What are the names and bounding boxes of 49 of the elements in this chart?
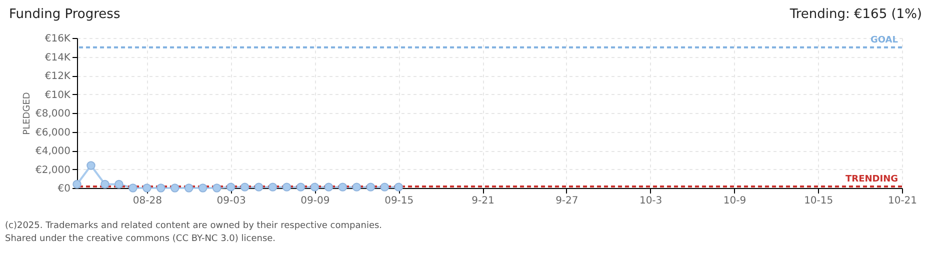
x-tick-label: 10-21 [888, 196, 918, 206]
point [338, 182, 348, 192]
y-tick-label: €6,000 [36, 127, 70, 138]
point [310, 182, 320, 192]
point [380, 182, 389, 192]
x-tick-label: 10-3 [639, 196, 662, 206]
x-tick-label: 9-21 [472, 196, 494, 206]
y-tick-label: €0 [58, 184, 70, 194]
y-tick-label: €16K [44, 34, 71, 44]
point [268, 182, 278, 192]
text: Trending: €165 (1%) [788, 7, 922, 22]
point [394, 182, 403, 192]
point [128, 184, 138, 192]
text: Shared under the creative commons (CC BY-NC 3.0) license. [5, 234, 276, 244]
x-tick-label: 10-15 [804, 196, 834, 206]
y-tick-label: €2,000 [36, 164, 70, 176]
point [324, 182, 334, 192]
ref-line-label: GOAL [870, 35, 898, 46]
point [100, 180, 110, 189]
y-tick-label: €4,000 [36, 146, 70, 157]
point [254, 182, 264, 192]
point [170, 184, 180, 192]
ref-line-label: TRENDING [846, 174, 898, 184]
point [86, 161, 96, 170]
point [282, 182, 292, 192]
point [240, 182, 250, 192]
point [366, 182, 376, 192]
point [226, 182, 236, 192]
x-tick-label: 08-28 [132, 196, 162, 206]
point [142, 184, 152, 192]
point [212, 184, 222, 192]
x-tick-label: 10-9 [723, 196, 746, 206]
x-tick-label: 9-27 [556, 196, 578, 206]
point [198, 184, 208, 192]
point [114, 180, 124, 189]
point [296, 182, 306, 192]
x-tick-label: 09-03 [216, 196, 246, 206]
chart-title: Funding Progress [9, 7, 120, 22]
x-tick-label: 09-15 [384, 196, 414, 206]
point [352, 182, 362, 192]
point [156, 184, 166, 192]
y-tick-label: €10K [44, 90, 71, 101]
y-tick-label: €8,000 [36, 108, 70, 120]
x-tick-label: 09-09 [300, 196, 330, 206]
y-axis-title: PLEDGED [22, 92, 33, 135]
y-tick-label: €14K [44, 52, 71, 64]
y-tick-label: €12K [44, 71, 71, 82]
text: (c)2025. Trademarks and related content are owned by their respective companies. [5, 221, 382, 231]
point [184, 184, 194, 192]
